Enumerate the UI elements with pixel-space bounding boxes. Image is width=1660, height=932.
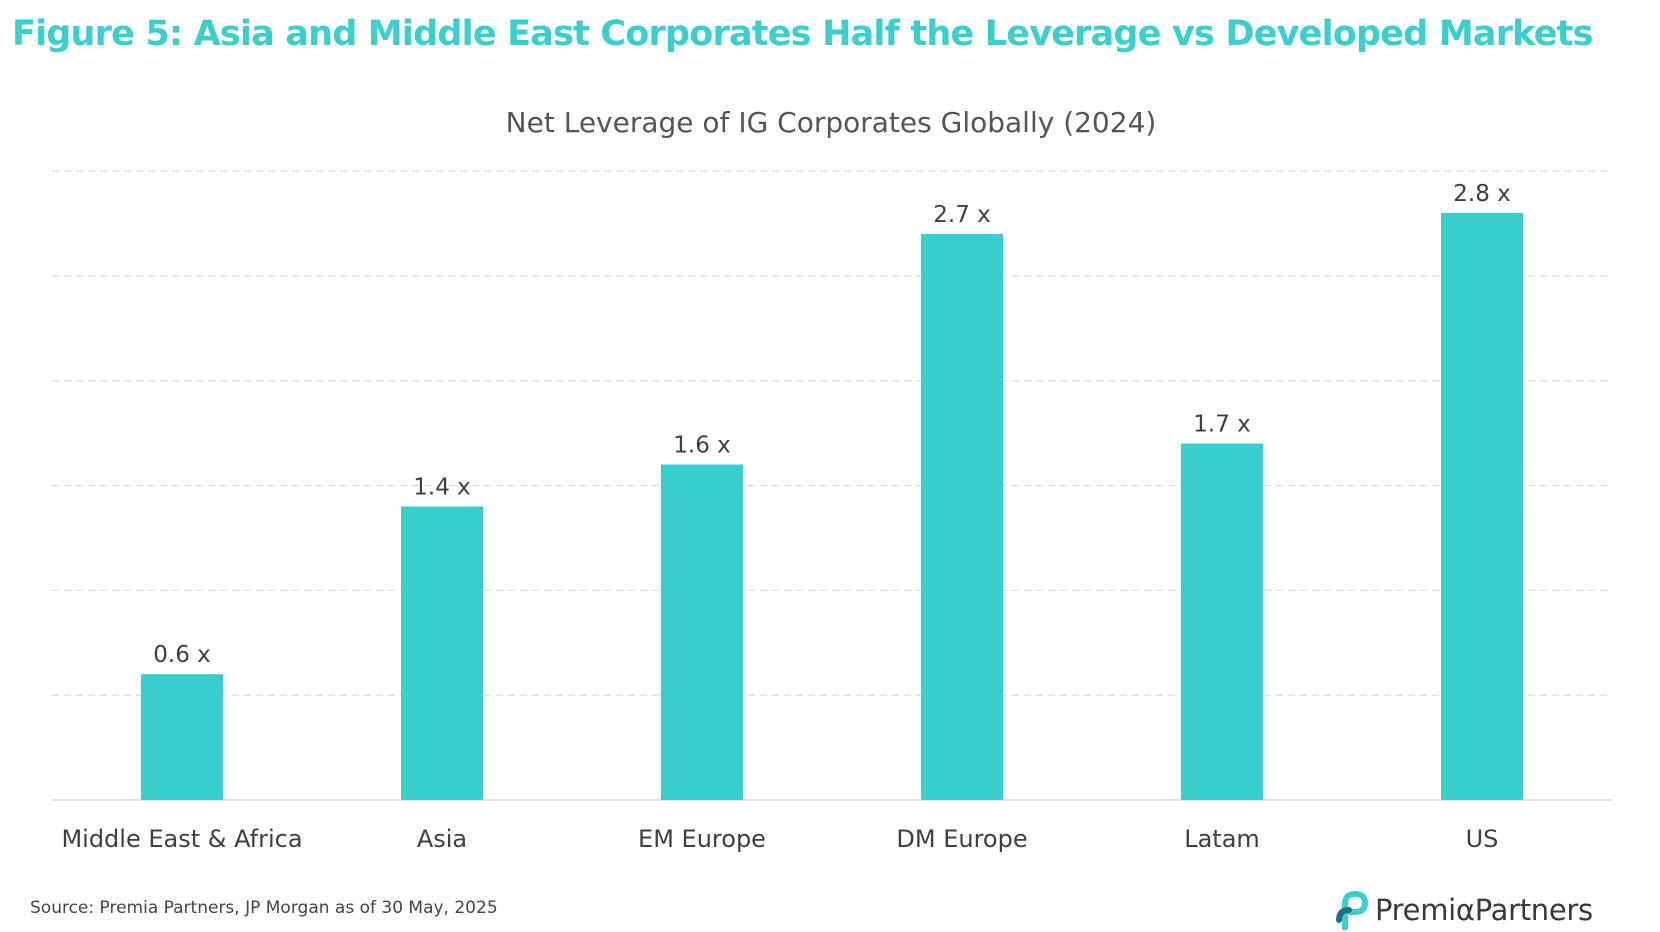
brand-name: PremiαPartners — [1375, 893, 1593, 927]
data-label-5: 2.8 x — [1453, 181, 1511, 207]
figure-title: Figure 5: Asia and Middle East Corporate… — [12, 14, 1593, 54]
x-tick-label-0: Middle East & Africa — [61, 825, 302, 853]
bar-2 — [661, 464, 743, 800]
bar-1 — [401, 506, 483, 800]
data-label-0: 0.6 x — [153, 642, 211, 668]
data-label-3: 2.7 x — [933, 202, 991, 228]
bars — [141, 212, 1523, 800]
data-label-2: 1.6 x — [673, 433, 731, 459]
chart-title: Net Leverage of IG Corporates Globally (… — [506, 106, 1157, 139]
x-tick-label-2: EM Europe — [638, 825, 766, 853]
bar-5 — [1441, 212, 1523, 800]
data-labels: 0.6 x 1.4 x 1.6 x 2.7 x 1.7 x 2.8 x — [153, 181, 1511, 668]
brand-logo: PremiαPartners — [1335, 888, 1593, 932]
x-tick-label-4: Latam — [1184, 825, 1260, 853]
x-tick-label-1: Asia — [417, 825, 467, 853]
data-label-4: 1.7 x — [1193, 412, 1251, 438]
x-tick-labels: Middle East & Africa Asia EM Europe DM Euro… — [61, 825, 1498, 853]
bar-0 — [141, 674, 223, 800]
x-tick-label-3: DM Europe — [896, 825, 1027, 853]
bar-3 — [921, 233, 1003, 800]
bar-chart: Net Leverage of IG Corporates Globally (… — [52, 106, 1612, 853]
bar-4 — [1181, 443, 1263, 800]
x-tick-label-5: US — [1466, 825, 1499, 853]
brand-mark-icon — [1336, 890, 1369, 930]
data-label-1: 1.4 x — [413, 474, 471, 500]
gridlines — [52, 170, 1612, 696]
source-note: Source: Premia Partners, JP Morgan as of… — [30, 898, 498, 918]
